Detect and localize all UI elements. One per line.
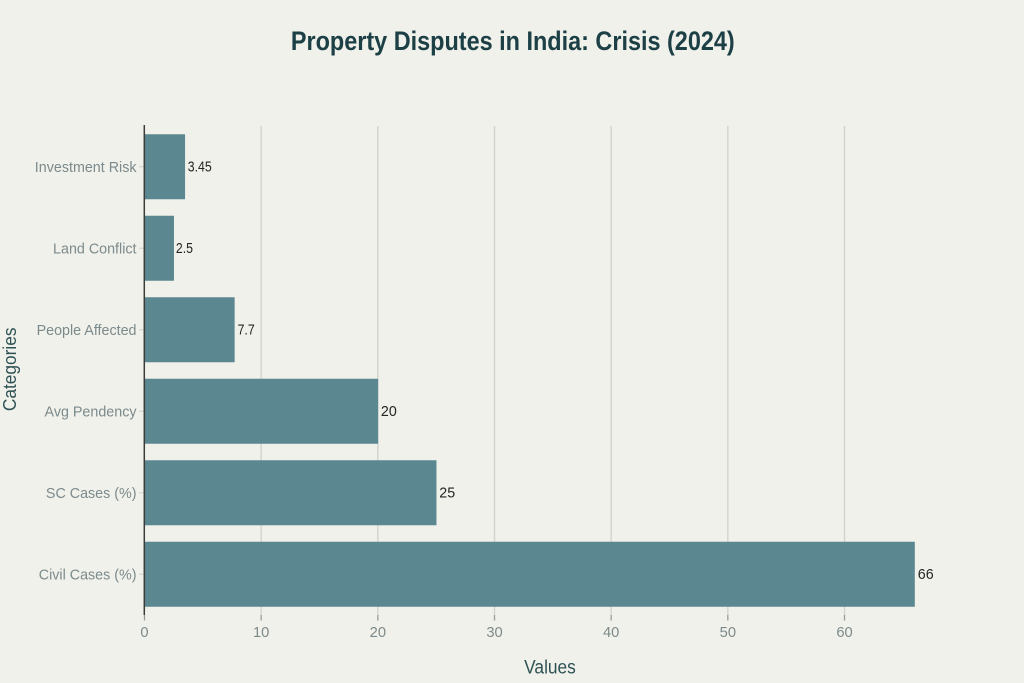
- svg-text:2.5: 2.5: [176, 240, 193, 256]
- svg-text:66: 66: [918, 567, 934, 583]
- svg-text:60: 60: [836, 625, 852, 641]
- svg-text:SC Cases (%): SC Cases (%): [46, 486, 137, 502]
- svg-text:People Affected: People Affected: [37, 323, 137, 339]
- svg-text:0: 0: [140, 625, 148, 641]
- svg-text:30: 30: [486, 625, 502, 641]
- svg-text:Investment Risk: Investment Risk: [35, 160, 138, 176]
- svg-text:25: 25: [439, 485, 455, 501]
- svg-text:Avg Pendency: Avg Pendency: [45, 404, 138, 420]
- svg-text:20: 20: [370, 625, 386, 641]
- svg-text:50: 50: [720, 625, 736, 641]
- svg-text:7.7: 7.7: [238, 321, 255, 337]
- svg-text:20: 20: [381, 404, 397, 420]
- svg-text:40: 40: [603, 625, 619, 641]
- svg-text:3.45: 3.45: [188, 158, 212, 174]
- svg-text:Property Disputes in India: Cr: Property Disputes in India: Crisis (2024…: [291, 27, 735, 57]
- svg-text:10: 10: [253, 625, 269, 641]
- svg-text:Land Conflict: Land Conflict: [53, 241, 136, 257]
- svg-text:Civil Cases (%): Civil Cases (%): [39, 567, 137, 583]
- svg-text:Values: Values: [524, 656, 576, 678]
- svg-text:Categories: Categories: [0, 328, 20, 412]
